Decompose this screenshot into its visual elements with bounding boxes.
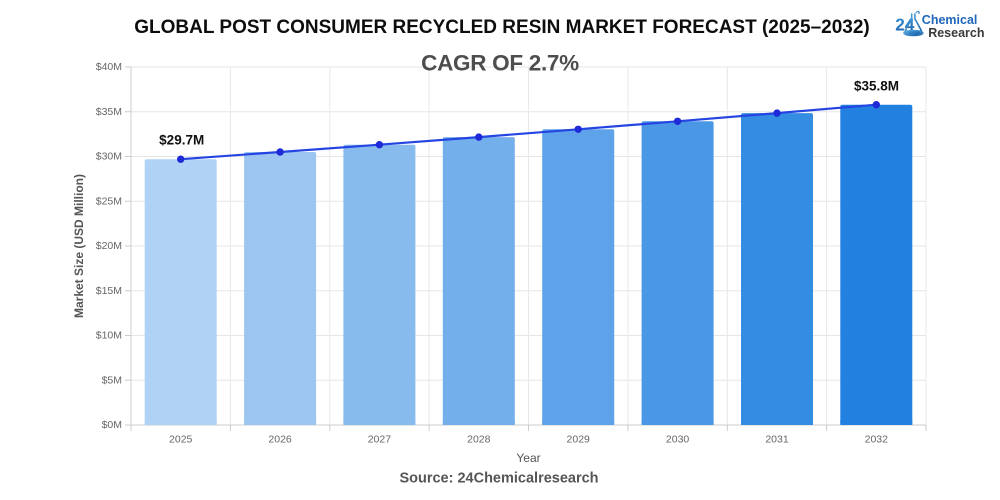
svg-text:$30M: $30M <box>96 151 122 163</box>
svg-text:$20M: $20M <box>96 240 122 252</box>
svg-text:CAGR OF 2.7%: CAGR OF 2.7% <box>421 51 579 76</box>
svg-text:$15M: $15M <box>96 285 122 297</box>
svg-text:2027: 2027 <box>368 434 392 446</box>
svg-text:$35M: $35M <box>96 106 122 118</box>
svg-text:$5M: $5M <box>102 374 122 386</box>
svg-text:$29.7M: $29.7M <box>159 133 204 148</box>
svg-text:$25M: $25M <box>96 195 122 207</box>
svg-text:Market Size (USD Million): Market Size (USD Million) <box>72 174 86 318</box>
svg-text:$35.8M: $35.8M <box>854 79 899 94</box>
svg-text:2028: 2028 <box>467 434 491 446</box>
svg-text:$10M: $10M <box>96 330 122 342</box>
svg-text:24: 24 <box>895 14 915 34</box>
svg-text:Chemical: Chemical <box>922 13 978 27</box>
svg-text:Research: Research <box>928 26 984 40</box>
svg-text:GLOBAL POST CONSUMER RECYCLED: GLOBAL POST CONSUMER RECYCLED RESIN MARK… <box>134 17 870 38</box>
svg-text:2029: 2029 <box>567 434 591 446</box>
svg-text:Source: 24Chemicalresearch: Source: 24Chemicalresearch <box>399 471 598 487</box>
svg-text:2030: 2030 <box>666 434 690 446</box>
svg-text:Year: Year <box>516 451 540 465</box>
svg-text:$40M: $40M <box>96 61 122 73</box>
svg-text:2031: 2031 <box>765 434 789 446</box>
svg-text:2032: 2032 <box>865 434 889 446</box>
svg-text:2025: 2025 <box>169 434 193 446</box>
svg-text:2026: 2026 <box>268 434 292 446</box>
svg-text:$0M: $0M <box>102 419 122 431</box>
